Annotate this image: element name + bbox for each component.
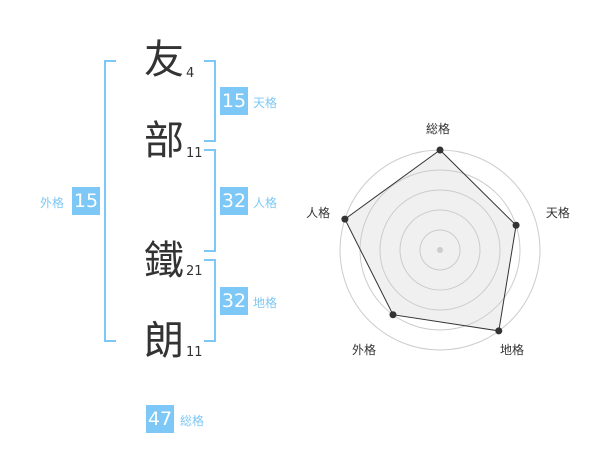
radar-axis-label: 総格 <box>426 122 451 136</box>
radar-axis-label: 外格 <box>351 342 376 357</box>
radar-point <box>389 311 397 319</box>
gaikaku-bracket <box>104 60 116 342</box>
gaikaku-label: 外格 <box>40 196 65 210</box>
soukaku-value: 47 <box>146 405 174 433</box>
stroke-count-1: 4 <box>186 66 195 81</box>
radar-axis-label: 地格 <box>500 342 525 357</box>
radar-axis-label: 天格 <box>545 206 570 221</box>
stroke-count-4: 11 <box>186 345 203 360</box>
radar-point <box>341 215 349 223</box>
radar-ring <box>399 209 481 291</box>
radar-area <box>344 150 517 331</box>
name-char-4: 朗 <box>144 318 184 364</box>
tenkaku-label: 天格 <box>253 96 278 110</box>
chikaku-bracket <box>204 259 216 342</box>
name-char-2: 部 <box>144 118 184 164</box>
chikaku-label: 地格 <box>253 296 278 310</box>
gaikaku-value: 15 <box>72 187 100 215</box>
radar-axis-label: 人格 <box>306 206 331 221</box>
stroke-count-2: 11 <box>186 146 203 161</box>
radar-ring <box>419 229 461 271</box>
radar-center <box>437 247 443 253</box>
radar-point <box>512 221 520 229</box>
radar-ring <box>379 189 501 311</box>
tenkaku-value: 15 <box>220 87 248 115</box>
name-char-3: 鐵 <box>144 238 184 284</box>
jinkaku-label: 人格 <box>253 196 278 210</box>
tenkaku-bracket <box>204 60 216 142</box>
jinkaku-value: 32 <box>220 187 248 215</box>
chikaku-value: 32 <box>220 287 248 315</box>
name-char-1: 友 <box>144 37 184 83</box>
radar-point <box>495 327 503 335</box>
radar-outline <box>344 149 517 332</box>
jinkaku-bracket <box>204 149 216 252</box>
soukaku-label: 総格 <box>180 414 205 428</box>
stroke-count-3: 21 <box>186 264 203 279</box>
radar-point <box>436 146 444 154</box>
